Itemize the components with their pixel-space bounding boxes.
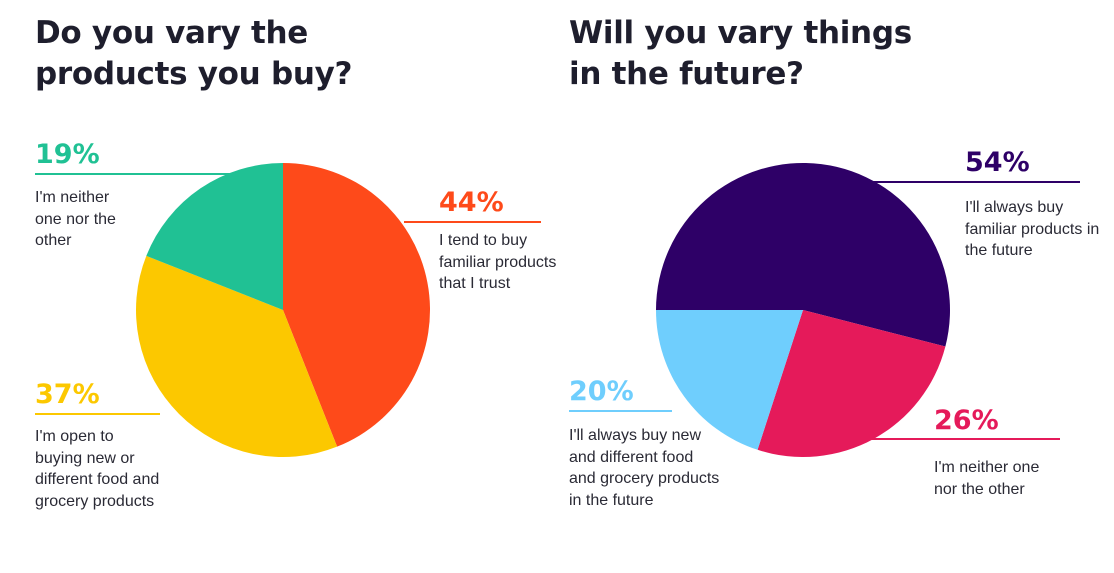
leader-line-37 xyxy=(35,413,160,415)
leader-line-26 xyxy=(868,438,1060,440)
slice-label-44: I tend to buy familiar products that I t… xyxy=(439,232,557,292)
percent-label-20: 20% xyxy=(569,376,634,407)
pie-right-slice-20 xyxy=(655,310,803,450)
slice-label-26: I'm neither one nor the other xyxy=(934,459,1040,498)
percent-label-19: 19% xyxy=(35,139,100,170)
percent-label-37: 37% xyxy=(35,379,100,410)
leader-line-20 xyxy=(569,410,672,412)
slice-label-37: I'm open to buying new or different food… xyxy=(35,428,160,510)
slice-label-20: I'll always buy new and different food a… xyxy=(569,427,720,509)
pie-left-slice-37 xyxy=(135,255,338,458)
leader-line-54 xyxy=(872,181,1080,183)
chart-title-right: Will you vary things in the future? xyxy=(569,15,912,92)
pie-left-slice-44 xyxy=(283,163,431,447)
pie-left-slice-19 xyxy=(146,163,283,310)
slice-label-54: I'll always buy familiar products in the… xyxy=(965,199,1100,259)
chart-title-left: Do you vary the products you buy? xyxy=(35,15,353,92)
slice-label-19: I'm neither one nor the other xyxy=(35,189,116,249)
percent-label-54: 54% xyxy=(965,147,1030,178)
leader-line-44 xyxy=(404,221,541,223)
leader-line-19 xyxy=(35,173,247,175)
percent-label-26: 26% xyxy=(934,405,999,436)
pie-right-slice-54 xyxy=(656,162,950,347)
percent-label-44: 44% xyxy=(439,187,504,218)
pie-right-slice-26 xyxy=(757,310,946,458)
